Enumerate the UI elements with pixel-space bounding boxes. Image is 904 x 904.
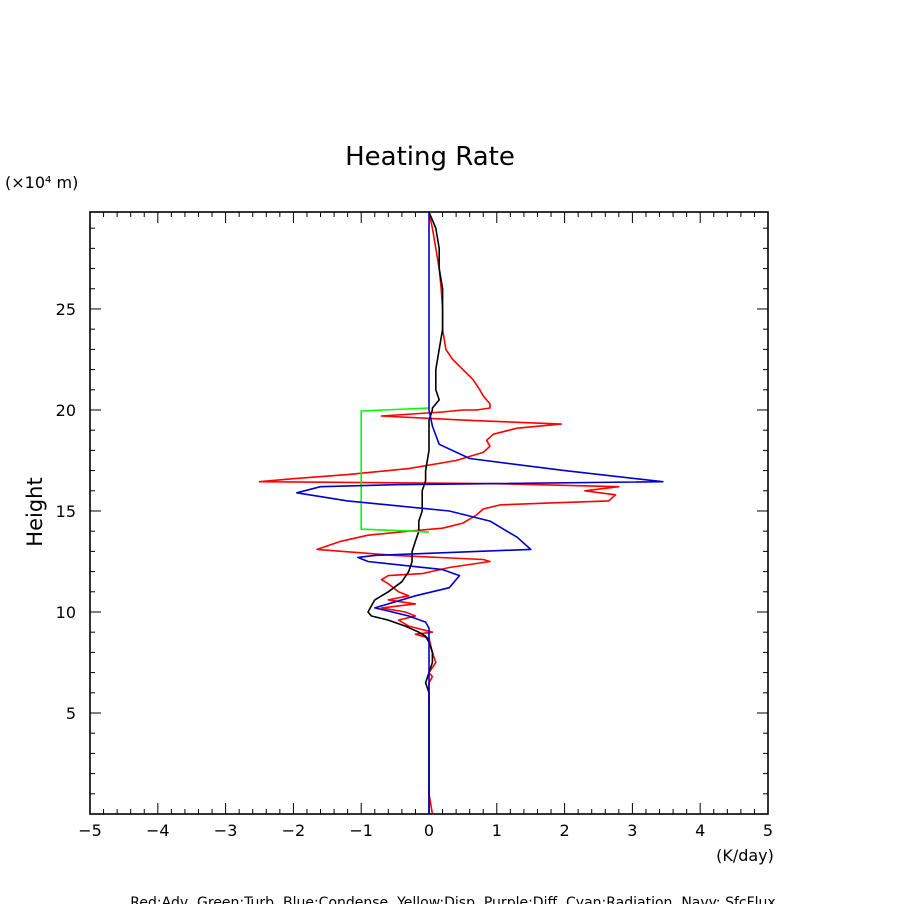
- y-tick-label: 15: [56, 502, 76, 521]
- x-axis-label: (K/day): [716, 846, 774, 865]
- y-tick-label: 10: [56, 603, 76, 622]
- x-tick-label: −4: [146, 821, 170, 840]
- series-line-2: [360, 407, 430, 533]
- footer-legend: Red:Adv, Green:Turb, Blue:Condense, Yell…: [130, 895, 775, 904]
- plot-frame: [89, 211, 769, 815]
- axis-ticks: [89, 212, 769, 814]
- y-tick-label: 20: [56, 401, 76, 420]
- x-tick-label: 4: [695, 821, 705, 840]
- y-tick-label: 5: [66, 704, 76, 723]
- x-tick-label: −1: [349, 821, 373, 840]
- y-tick-label: 25: [56, 300, 76, 319]
- x-tick-label: 1: [492, 821, 502, 840]
- series-line-1: [367, 211, 444, 814]
- tick-labels: −5 −4 −3 −2 −1 0 1 2 3 4 5 5 10 15 20 25: [56, 300, 773, 840]
- x-tick-label: 5: [763, 821, 773, 840]
- x-tick-label: −2: [282, 821, 306, 840]
- x-tick-label: 2: [560, 821, 570, 840]
- x-tick-label: 3: [627, 821, 637, 840]
- y-unit-label: (×10⁴ m): [5, 173, 78, 192]
- y-axis-label: Height: [23, 477, 47, 546]
- chart-title: Heating Rate: [345, 142, 515, 172]
- series-layer: [258, 211, 664, 815]
- series-line-0: [258, 211, 620, 815]
- x-tick-label: 0: [424, 821, 434, 840]
- x-tick-label: −5: [78, 821, 102, 840]
- x-tick-label: −3: [214, 821, 238, 840]
- series-line-3: [295, 212, 664, 814]
